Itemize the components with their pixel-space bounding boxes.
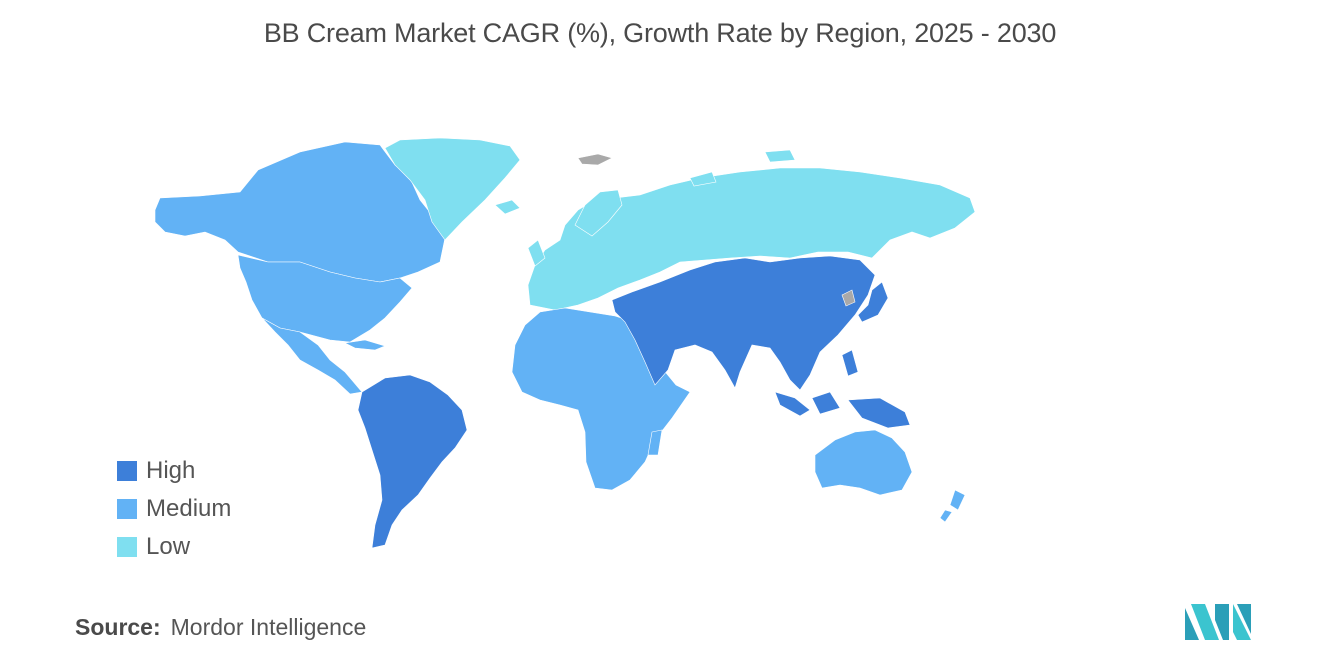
iceland	[494, 199, 521, 215]
legend-item-low: Low	[117, 528, 231, 566]
legend-swatch-medium	[117, 499, 137, 519]
caribbean	[344, 339, 386, 351]
legend-item-high: High	[117, 452, 231, 490]
source-attribution: Source: Mordor Intelligence	[75, 614, 366, 641]
japan	[857, 281, 889, 323]
mexico-central-america	[261, 317, 363, 395]
north-korea	[841, 289, 856, 307]
legend-label-medium: Medium	[146, 495, 232, 522]
region-north-america	[154, 141, 446, 395]
map-legend: High Medium Low	[117, 452, 231, 566]
chart-title: BB Cream Market CAGR (%), Growth Rate by…	[263, 18, 1057, 48]
scandinavia	[574, 189, 623, 237]
usa	[237, 254, 413, 343]
source-label: Source:	[75, 614, 161, 640]
asia-high	[611, 255, 876, 391]
source-value: Mordor Intelligence	[170, 614, 367, 640]
legend-label-high: High	[146, 457, 196, 484]
canada-alaska	[154, 141, 446, 283]
south-america	[357, 374, 468, 549]
legend-swatch-low	[117, 537, 137, 557]
australia	[814, 429, 913, 496]
mordor-intelligence-logo-icon	[1185, 604, 1251, 640]
legend-swatch-high	[117, 461, 137, 481]
europe-russia	[527, 167, 976, 311]
svalbard	[577, 153, 613, 166]
uk	[527, 239, 546, 267]
greenland	[384, 137, 521, 241]
southeast-asia-islands	[774, 349, 911, 429]
new-zealand	[939, 489, 966, 523]
legend-item-medium: Medium	[117, 490, 231, 528]
madagascar	[647, 429, 663, 456]
arctic-islands	[689, 149, 796, 187]
legend-label-low: Low	[146, 533, 191, 560]
